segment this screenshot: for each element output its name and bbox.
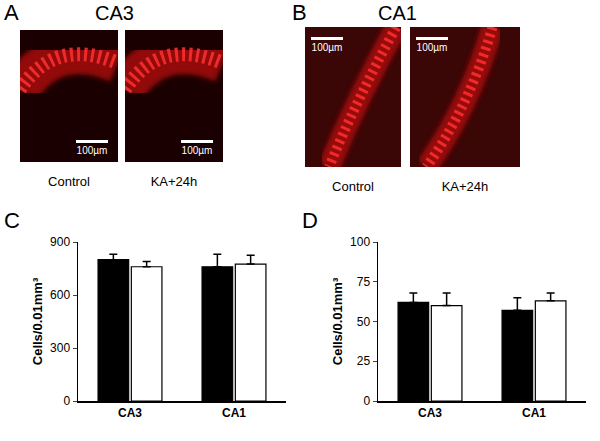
svg-text:100µm: 100µm	[417, 42, 448, 53]
svg-text:0: 0	[63, 394, 70, 408]
svg-text:CA3: CA3	[418, 406, 442, 420]
svg-text:600: 600	[50, 288, 70, 302]
html-text:KA+24h: KA+24h	[150, 174, 198, 189]
svg-text:900: 900	[50, 235, 70, 249]
svg-text:50: 50	[357, 315, 371, 329]
html-text:CA1: CA1	[378, 2, 417, 24]
svg-text:Cells/0.01mm³: Cells/0.01mm³	[30, 277, 45, 365]
html-text:B: B	[292, 0, 307, 25]
html-text:C: C	[4, 208, 20, 233]
html-text:Control: Control	[332, 179, 374, 194]
svg-text:100: 100	[350, 235, 370, 249]
html-text:A: A	[4, 0, 19, 25]
svg-text:Cells/0.01mm³: Cells/0.01mm³	[330, 277, 345, 365]
svg-text:CA1: CA1	[222, 406, 246, 420]
svg-text:75: 75	[357, 275, 371, 289]
svg-text:25: 25	[357, 354, 371, 368]
svg-text:CA3: CA3	[118, 406, 142, 420]
svg-text:CA1: CA1	[522, 406, 546, 420]
svg-text:100µm: 100µm	[312, 42, 343, 53]
svg-text:100µm: 100µm	[77, 145, 108, 156]
html-text:CA3: CA3	[95, 2, 134, 24]
html-text:KA+24h: KA+24h	[441, 179, 489, 194]
svg-text:0: 0	[363, 394, 370, 408]
html-text:Control: Control	[48, 174, 90, 189]
html-text:D: D	[302, 208, 318, 233]
svg-text:300: 300	[50, 341, 70, 355]
svg-text:100µm: 100µm	[182, 145, 213, 156]
